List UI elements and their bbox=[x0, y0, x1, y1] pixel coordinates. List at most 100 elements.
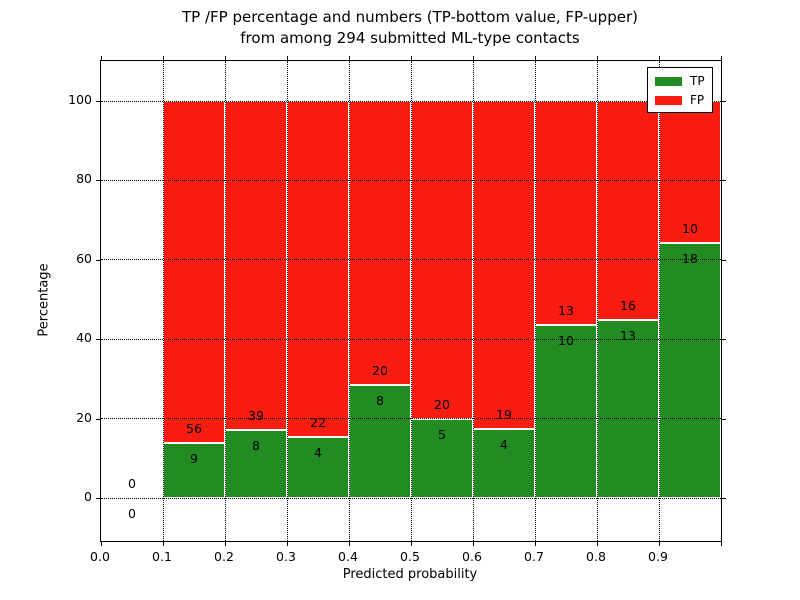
y-tick-mark-right bbox=[722, 418, 726, 420]
y-tick-mark bbox=[96, 180, 100, 182]
tp-bar-segment bbox=[597, 320, 659, 498]
fp-count-label: 56 bbox=[186, 421, 202, 437]
x-tick-mark bbox=[473, 542, 474, 546]
x-tick-label: 0.7 bbox=[524, 549, 544, 564]
y-tick-mark-right bbox=[722, 259, 726, 261]
fp-bar-segment bbox=[225, 101, 287, 431]
x-tick-label: 0.4 bbox=[338, 549, 358, 564]
x-tick-mark-top bbox=[349, 56, 350, 60]
x-tick-mark-top bbox=[225, 56, 226, 60]
x-tick-label: 0.5 bbox=[400, 549, 420, 564]
fp-count-label: 20 bbox=[434, 396, 450, 412]
x-tick-mark bbox=[163, 542, 164, 546]
tp-bar-segment bbox=[535, 325, 597, 498]
y-tick-mark bbox=[96, 101, 100, 102]
legend-item-tp: TP bbox=[648, 72, 712, 91]
y-tick-label: 20 bbox=[76, 409, 92, 425]
legend-fp-label: FP bbox=[690, 93, 705, 107]
x-gridline bbox=[596, 61, 598, 541]
tp-count-label: 5 bbox=[438, 426, 446, 442]
x-tick-mark-top bbox=[163, 56, 164, 60]
tp-bar-segment bbox=[287, 436, 349, 498]
fp-count-label: 13 bbox=[558, 303, 574, 319]
x-gridline bbox=[658, 61, 660, 541]
tp-count-label: 10 bbox=[558, 333, 574, 349]
x-tick-mark-top bbox=[287, 56, 288, 60]
y-tick-mark-right bbox=[722, 101, 726, 102]
fp-count-label: 22 bbox=[310, 414, 326, 430]
x-tick-label: 0.1 bbox=[152, 549, 172, 564]
grid-layer bbox=[96, 56, 726, 546]
tp-bar-segment bbox=[411, 418, 473, 498]
y-tick-label: 0 bbox=[84, 489, 92, 504]
fp-bar-segment bbox=[349, 101, 411, 385]
fp-bar-segment bbox=[535, 101, 597, 326]
tp-count-label: 13 bbox=[620, 328, 636, 344]
x-gridline bbox=[348, 61, 350, 541]
x-tick-mark bbox=[411, 542, 412, 546]
y-tick-label: 100 bbox=[68, 92, 92, 107]
x-gridline bbox=[286, 61, 288, 541]
x-tick-mark-top bbox=[473, 56, 474, 60]
y-tick-mark bbox=[96, 339, 100, 341]
y-tick-mark bbox=[96, 259, 100, 261]
tp-bar-segment bbox=[473, 428, 535, 498]
x-tick-mark bbox=[535, 542, 536, 546]
chart-title: TP /FP percentage and numbers (TP-bottom… bbox=[100, 7, 720, 49]
tp-count-label: 8 bbox=[376, 392, 384, 408]
x-gridline bbox=[472, 61, 474, 541]
fp-bar-segment bbox=[163, 101, 225, 444]
fp-count-label: 20 bbox=[372, 362, 388, 378]
x-tick-mark bbox=[225, 542, 226, 546]
fp-bar-segment bbox=[287, 101, 349, 437]
x-tick-label: 0.9 bbox=[648, 549, 668, 564]
x-tick-mark-top bbox=[535, 56, 536, 60]
x-tick-label: 0.8 bbox=[586, 549, 606, 564]
fp-count-label: 10 bbox=[682, 220, 698, 236]
x-tick-mark bbox=[287, 542, 288, 546]
x-tick-mark bbox=[597, 542, 598, 546]
x-tick-mark-top bbox=[659, 56, 660, 60]
fp-count-label: 39 bbox=[248, 408, 264, 424]
tp-color-swatch-icon bbox=[655, 77, 682, 86]
x-gridline bbox=[534, 61, 536, 541]
x-tick-label: 0.3 bbox=[276, 549, 296, 564]
chart-title-line2: from among 294 submitted ML-type contact… bbox=[240, 29, 580, 47]
y-tick-mark-right bbox=[722, 339, 726, 341]
fp-count-label: 19 bbox=[496, 406, 512, 422]
x-tick-mark-top bbox=[101, 56, 102, 60]
x-gridline bbox=[162, 61, 164, 541]
tp-count-label: 8 bbox=[252, 438, 260, 454]
tp-count-label: 4 bbox=[314, 444, 322, 460]
tp-count-label: 4 bbox=[500, 436, 508, 452]
plot-area: 0 0 56 9 39 8 22 4 20 8 20 5 19 4 13 10 16 13 10 18 TP FP bbox=[96, 56, 726, 546]
legend-tp-label: TP bbox=[690, 74, 705, 88]
bar-labels-layer: 0 0 56 9 39 8 22 4 20 8 20 5 19 4 13 10 16 13 10 18 bbox=[101, 61, 721, 541]
x-tick-mark-top bbox=[721, 56, 722, 60]
x-tick-label: 0.2 bbox=[214, 549, 234, 564]
tp-count-label: 18 bbox=[682, 250, 698, 266]
x-tick-mark bbox=[349, 542, 350, 546]
x-gridline bbox=[224, 61, 226, 541]
x-gridline bbox=[410, 61, 412, 541]
tp-bar-segment bbox=[349, 384, 411, 498]
y-tick-mark bbox=[96, 498, 100, 499]
tp-bar-segment bbox=[659, 242, 721, 498]
legend: TP FP bbox=[647, 67, 713, 113]
x-tick-mark bbox=[721, 542, 722, 546]
y-axis-label: Percentage bbox=[36, 263, 52, 337]
legend-item-fp: FP bbox=[648, 91, 712, 110]
x-tick-mark-top bbox=[411, 56, 412, 60]
y-tick-mark-right bbox=[722, 498, 726, 499]
chart-title-line1: TP /FP percentage and numbers (TP-bottom… bbox=[182, 8, 638, 26]
x-tick-mark-top bbox=[597, 56, 598, 60]
tp-count-label: 0 bbox=[128, 506, 136, 521]
tp-bar-segment bbox=[163, 443, 225, 498]
y-tick-mark-right bbox=[722, 180, 726, 182]
x-tick-label: 0.0 bbox=[90, 549, 110, 564]
fp-count-label: 16 bbox=[620, 298, 636, 314]
y-tick-label: 40 bbox=[76, 330, 92, 346]
x-axis-label: Predicted probability bbox=[342, 567, 478, 582]
fp-bar-segment bbox=[473, 101, 535, 429]
